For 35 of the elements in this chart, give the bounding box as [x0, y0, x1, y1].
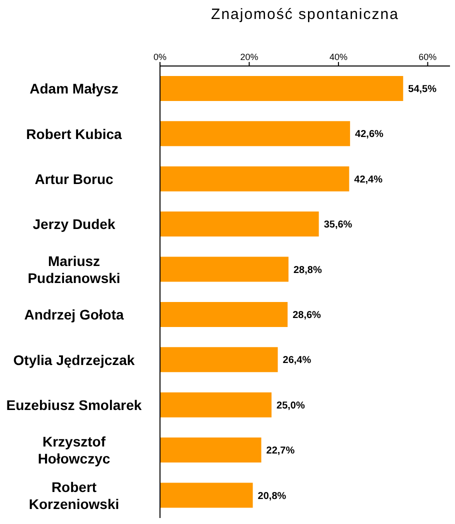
y-tick-label: Robert Korzeniowski: [28, 478, 120, 512]
bar: [160, 438, 262, 463]
bar: [160, 392, 272, 418]
data-label: 42,6%: [355, 129, 384, 140]
x-tick-label: 40%: [329, 52, 348, 62]
data-label: 26,4%: [282, 355, 312, 366]
data-label: 28,6%: [292, 310, 322, 321]
data-label: 22,7%: [266, 446, 295, 457]
bar: [160, 121, 350, 146]
bar: [160, 76, 404, 101]
y-tick-label: Andrzej Gołota: [24, 306, 124, 323]
data-label: 54,5%: [408, 84, 437, 95]
y-tick-label: Otylia Jędrzejczak: [13, 352, 135, 368]
data-label: 35,6%: [324, 220, 352, 231]
y-tick-label: Mariusz Pudzianowski: [28, 252, 120, 286]
y-tick-label: Krzysztof Hołowczyc: [38, 434, 110, 467]
bar: [160, 347, 278, 372]
data-label: 20,8%: [258, 490, 286, 502]
bar: [160, 302, 288, 327]
y-tick-label: Artur Boruc: [34, 171, 114, 187]
bar: [160, 166, 350, 192]
y-tick-label: Jerzy Dudek: [32, 216, 116, 232]
chart-title: Znajomość spontaniczna: [210, 6, 400, 23]
data-label: 28,8%: [293, 264, 322, 276]
data-label: 42,4%: [354, 174, 383, 186]
bar: [160, 482, 253, 508]
bar: [160, 212, 319, 237]
y-tick-label: Adam Małysz: [30, 80, 118, 97]
x-tick-label: 20%: [240, 52, 258, 62]
data-label: 25,0%: [276, 400, 305, 412]
bar: [160, 256, 288, 282]
x-tick-label: 0%: [153, 52, 167, 62]
y-tick-label: Robert Kubica: [26, 126, 122, 142]
x-tick-label: 60%: [418, 52, 437, 62]
y-tick-label: Euzebiusz Smolarek: [6, 397, 142, 413]
